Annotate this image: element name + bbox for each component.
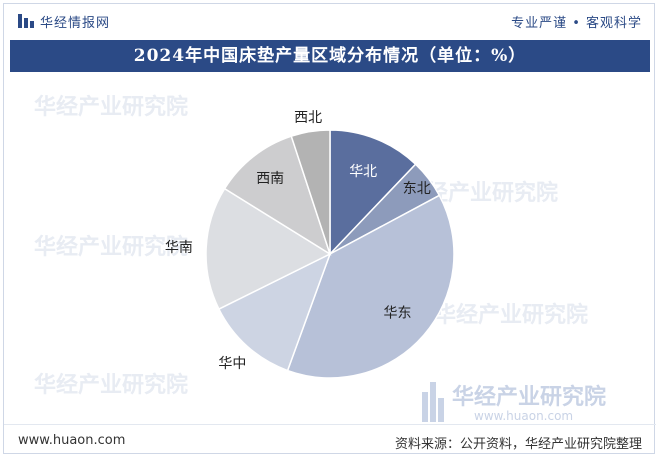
footer-source: 资料来源：公开资料，华经产业研究院整理	[394, 437, 642, 452]
slice-northwest	[290, 129, 331, 255]
pie-chart: 华经产业研究院华经产业研究院华经产业研究院华经产业研究院华经产业研究院华经产业研…	[34, 94, 606, 423]
label-northwest: 西北	[294, 110, 322, 126]
label-north-china: 华北	[349, 164, 377, 180]
watermark-brand-text: 华经产业研究院	[452, 384, 606, 410]
watermark-url-text: www.huaon.com	[474, 409, 573, 423]
label-southwest: 西南	[256, 171, 284, 187]
label-northeast: 东北	[403, 181, 431, 197]
watermark-text: 华经产业研究院	[434, 302, 588, 328]
watermark-layer: 华经产业研究院华经产业研究院华经产业研究院华经产业研究院华经产业研究院华经产业研…	[34, 94, 606, 423]
pie-slices	[205, 129, 455, 379]
watermark-logo-icon	[422, 382, 444, 422]
watermark-text: 华经产业研究院	[34, 372, 188, 398]
top-bar: 华经情报网 专业严谨 • 客观科学	[4, 4, 656, 38]
footer: www.huaon.com 资料来源：公开资料，华经产业研究院整理	[4, 424, 656, 456]
slice-central-china	[217, 252, 332, 372]
tagline: 专业严谨 • 客观科学	[511, 16, 642, 31]
label-central-china: 华中	[218, 356, 246, 372]
bar-chart-logo-icon	[18, 14, 34, 28]
chart-title: 2024年中国床垫产量区域分布情况（单位：%）	[10, 40, 650, 72]
watermark-text: 华经产业研究院	[34, 94, 188, 120]
slice-north-china	[329, 129, 417, 256]
watermark-text: 华经产业研究院	[34, 234, 188, 260]
slice-south-china	[205, 187, 332, 311]
footer-url: www.huaon.com	[18, 433, 126, 448]
label-east-china: 华东	[384, 306, 412, 322]
label-south-china: 华南	[165, 240, 193, 256]
infographic-frame: 华经情报网 专业严谨 • 客观科学 2024年中国床垫产量区域分布情况（单位：%…	[3, 3, 656, 456]
slice-southwest	[223, 135, 332, 256]
slice-east-china	[286, 194, 455, 379]
brand-name: 华经情报网	[40, 16, 111, 31]
